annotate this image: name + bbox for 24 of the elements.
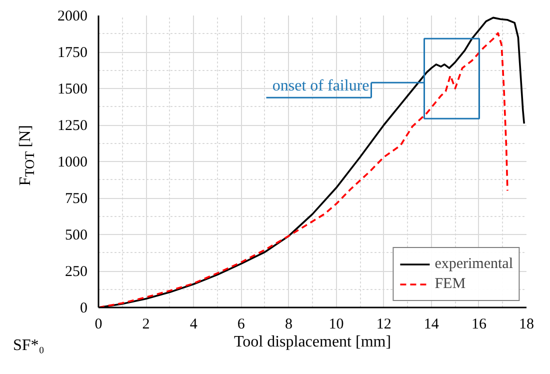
y-tick-label: 500 (65, 228, 88, 244)
y-tick-label: 250 (65, 264, 88, 280)
legend-label: experimental (434, 256, 513, 272)
y-tick-label: 0 (80, 300, 88, 316)
x-tick-label: 6 (237, 316, 246, 332)
y-tick-label: 1500 (58, 82, 88, 98)
x-axis-title: Tool displacement [mm] (234, 334, 392, 350)
x-tick-label: 16 (471, 316, 487, 332)
x-tick-label: 2 (142, 316, 150, 332)
x-tick-label: 18 (519, 316, 534, 332)
y-tick-label: 2000 (58, 8, 88, 24)
y-tick-label: 750 (65, 191, 88, 207)
y-tick-label: 1750 (58, 45, 88, 61)
y-tick-label: 1000 (58, 154, 88, 170)
x-tick-label: 0 (94, 316, 102, 332)
x-tick-label: 14 (424, 316, 440, 332)
x-tick-label: 8 (284, 316, 292, 332)
x-tick-label: 4 (190, 316, 198, 332)
annotation: onset of failure (272, 78, 370, 95)
legend-label: FEM (434, 276, 466, 292)
text: SF*₀ (12, 336, 44, 356)
x-tick-label: 12 (376, 316, 392, 332)
y-tick-label: 1250 (58, 118, 88, 134)
x-tick-label: 10 (328, 316, 344, 332)
